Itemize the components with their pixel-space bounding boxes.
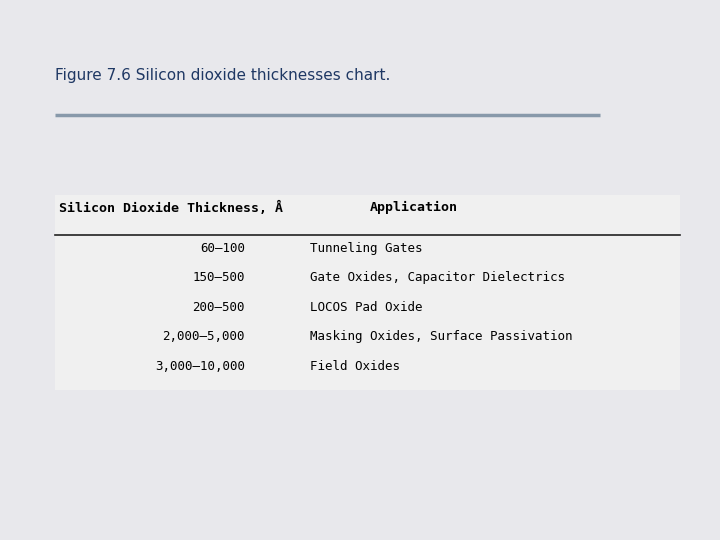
Text: Figure 7.6 Silicon dioxide thicknesses chart.: Figure 7.6 Silicon dioxide thicknesses c… [55, 68, 390, 83]
Bar [55, 195, 680, 390]
Text: Application: Application [370, 201, 458, 214]
Text: 3,000–10,000: 3,000–10,000 [155, 360, 245, 373]
Text: Silicon Dioxide Thickness, Å: Silicon Dioxide Thickness, Å [59, 201, 283, 215]
Text: Field Oxides: Field Oxides [310, 360, 400, 373]
Text: Gate Oxides, Capacitor Dielectrics: Gate Oxides, Capacitor Dielectrics [310, 272, 565, 285]
Text: 150–500: 150–500 [192, 272, 245, 285]
Text: 2,000–5,000: 2,000–5,000 [163, 330, 245, 343]
Text: Tunneling Gates: Tunneling Gates [310, 242, 423, 255]
Text: LOCOS Pad Oxide: LOCOS Pad Oxide [310, 301, 423, 314]
Text: 60–100: 60–100 [200, 242, 245, 255]
Text: 200–500: 200–500 [192, 301, 245, 314]
Text: Masking Oxides, Surface Passivation: Masking Oxides, Surface Passivation [310, 330, 572, 343]
